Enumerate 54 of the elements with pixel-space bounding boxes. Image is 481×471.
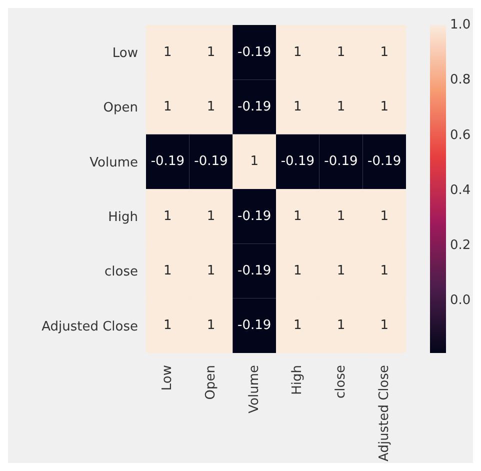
- data-label: -0.19: [238, 264, 272, 278]
- data-label: 1: [294, 100, 302, 114]
- data-label: 1: [164, 100, 172, 114]
- color-bar-label: 0.4: [450, 182, 471, 198]
- y-tick-label: close: [104, 264, 138, 280]
- color-bar-label: 0.2: [450, 238, 471, 254]
- x-tick-label: Low: [160, 364, 176, 391]
- x-tick-label: close: [334, 365, 348, 398]
- data-label: -0.19: [238, 208, 272, 224]
- data-label: -0.19: [150, 154, 184, 170]
- color-bar-label: 0.0: [450, 293, 471, 308]
- data-label: 1: [206, 208, 216, 224]
- color-bar-label: 1.0: [450, 18, 471, 32]
- data-label: 1: [294, 208, 302, 224]
- data-label: 1: [380, 44, 388, 60]
- y-tick-label: Volume: [90, 155, 138, 170]
- data-label: 1: [380, 100, 388, 114]
- data-label: 1: [206, 100, 216, 114]
- data-label: -0.19: [238, 44, 272, 60]
- y-tick-label: Adjusted Close: [42, 319, 138, 334]
- data-label: -0.19: [324, 154, 358, 170]
- data-label: -0.19: [280, 154, 314, 170]
- data-label: -0.19: [194, 154, 228, 170]
- data-label: -0.19: [368, 154, 402, 170]
- data-label: 1: [294, 318, 302, 334]
- data-label: -0.19: [238, 100, 272, 114]
- data-label: 1: [336, 44, 346, 60]
- y-tick-label: Open: [103, 100, 138, 116]
- data-label: 1: [380, 318, 388, 334]
- x-tick-label: Adjusted Close: [376, 365, 392, 462]
- data-label: 1: [164, 44, 172, 60]
- x-tick-label: Volume: [246, 365, 262, 414]
- data-label: 1: [294, 264, 302, 278]
- data-label: 1: [164, 318, 172, 334]
- data-label: 1: [380, 264, 388, 278]
- data-label: 1: [164, 264, 172, 278]
- data-label: -0.19: [238, 318, 272, 334]
- data-label: 1: [336, 208, 346, 224]
- data-label: 1: [336, 264, 346, 278]
- data-label: 1: [294, 44, 302, 60]
- data-label: 1: [380, 208, 388, 224]
- y-tick-label: Low: [112, 46, 138, 61]
- x-tick-label: Open: [204, 365, 218, 400]
- color-bar-label: 0.6: [450, 128, 471, 143]
- x-tick-label: High: [290, 365, 306, 395]
- y-tick-label: High: [108, 210, 138, 225]
- data-label: 1: [206, 264, 216, 278]
- data-label: 1: [250, 154, 258, 170]
- data-label: 1: [206, 44, 216, 60]
- data-label: 1: [206, 318, 216, 334]
- data-label: 1: [336, 100, 346, 114]
- color-bar-label: 0.8: [450, 72, 471, 88]
- data-label: 1: [164, 208, 172, 224]
- data-label: 1: [336, 318, 346, 334]
